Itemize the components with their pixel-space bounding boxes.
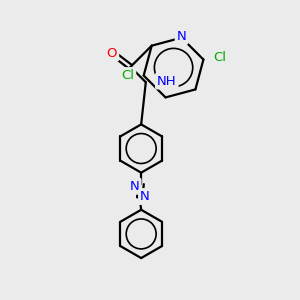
Text: N: N: [140, 190, 150, 203]
Text: NH: NH: [157, 74, 177, 88]
Text: Cl: Cl: [121, 69, 134, 82]
Text: N: N: [177, 30, 186, 43]
Text: Cl: Cl: [213, 51, 226, 64]
Text: N: N: [130, 180, 140, 193]
Text: O: O: [107, 46, 117, 60]
